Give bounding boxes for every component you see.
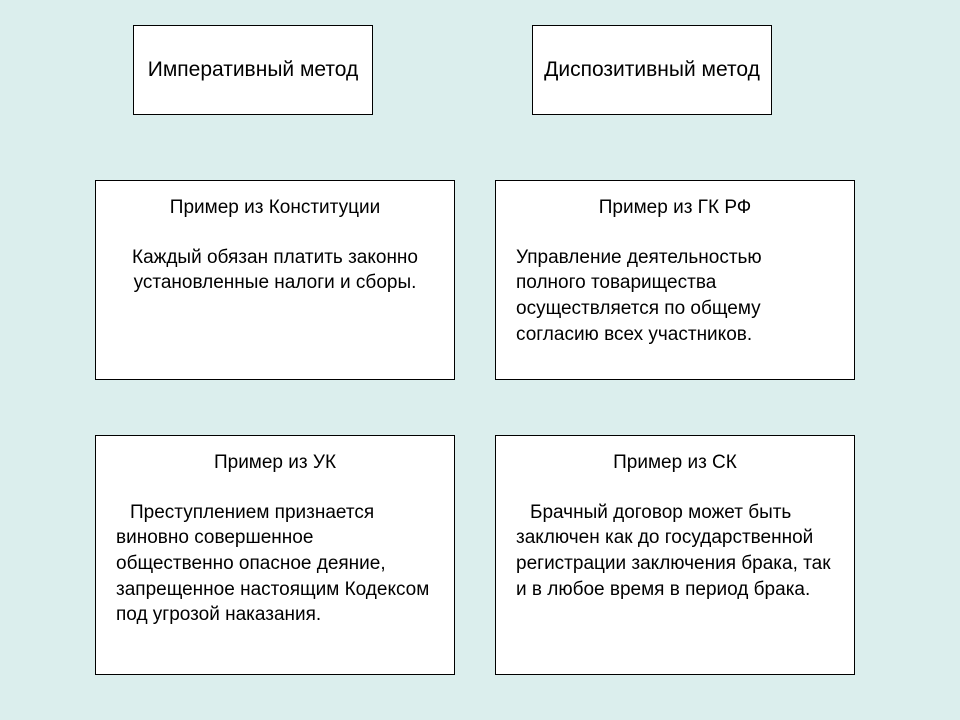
example-gk-title: Пример из ГК РФ: [516, 195, 834, 221]
example-sk-body: Брачный договор может быть заключен как …: [516, 500, 834, 603]
header-imperative-label: Императивный метод: [148, 56, 359, 83]
example-uk-title: Пример из УК: [116, 450, 434, 476]
header-imperative: Императивный метод: [133, 25, 373, 115]
example-sk-title: Пример из СК: [516, 450, 834, 476]
header-dispositive-label: Диспозитивный метод: [544, 56, 760, 83]
example-gk-body: Управление деятельностью полного товарищ…: [516, 245, 834, 348]
example-constitution: Пример из Конституции Каждый обязан плат…: [95, 180, 455, 380]
example-sk: Пример из СК Брачный договор может быть …: [495, 435, 855, 675]
example-constitution-body: Каждый обязан платить законно установлен…: [116, 245, 434, 296]
example-gk: Пример из ГК РФ Управление деятельностью…: [495, 180, 855, 380]
header-dispositive: Диспозитивный метод: [532, 25, 772, 115]
example-uk-body: Преступлением признается виновно соверше…: [116, 500, 434, 628]
example-uk: Пример из УК Преступлением признается ви…: [95, 435, 455, 675]
example-constitution-title: Пример из Конституции: [116, 195, 434, 221]
